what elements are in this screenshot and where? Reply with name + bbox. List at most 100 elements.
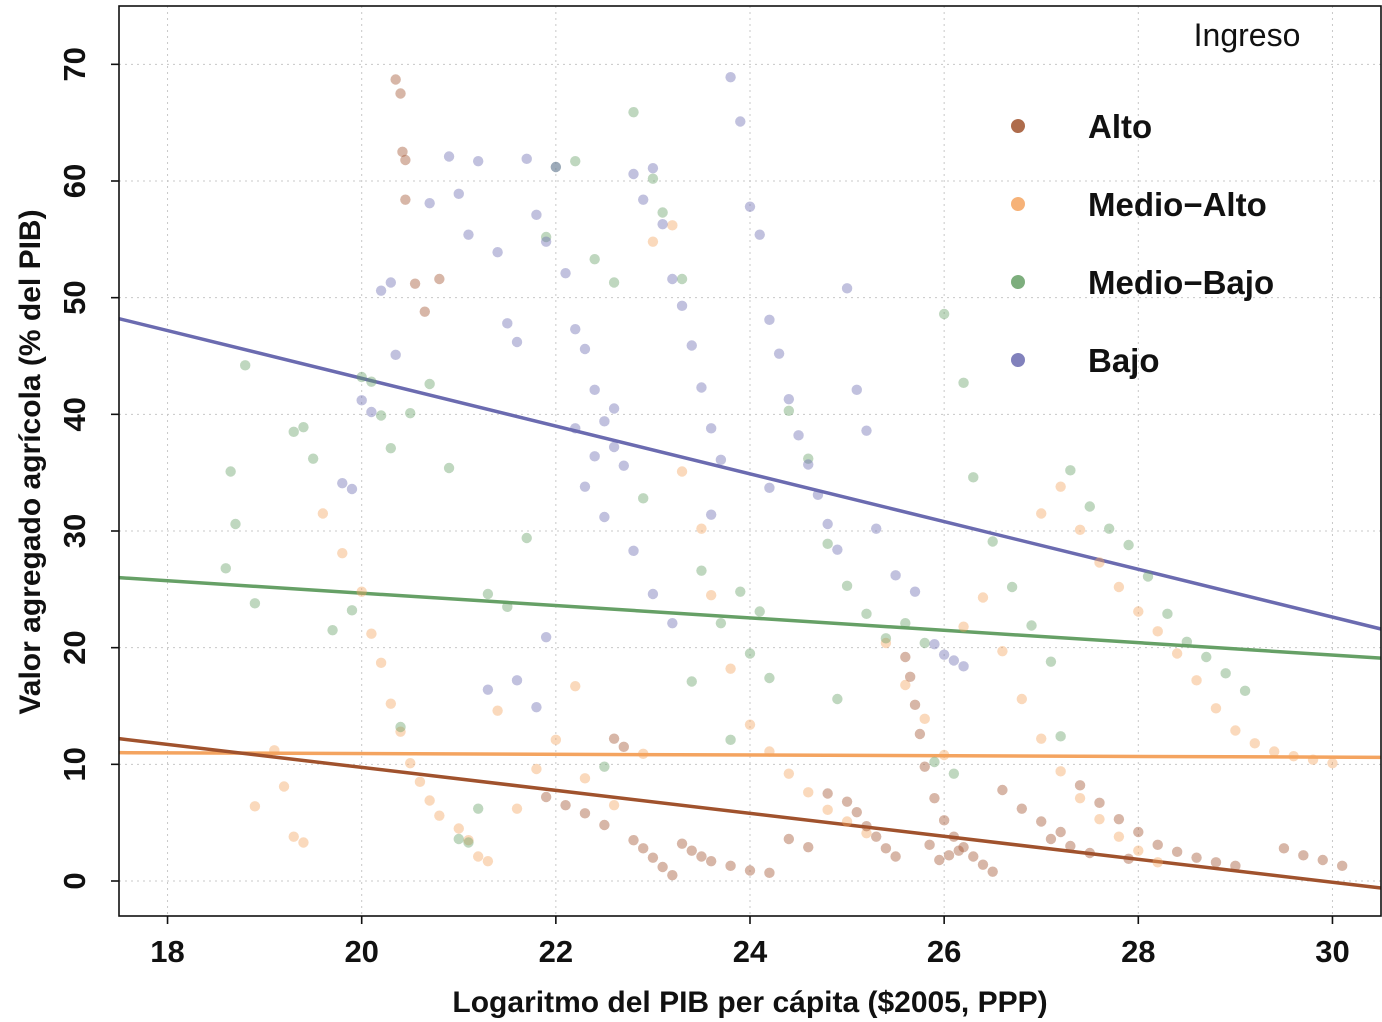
data-point	[1269, 746, 1280, 757]
data-point	[628, 168, 639, 180]
data-point	[540, 631, 552, 643]
y-tick-label: 60	[57, 164, 92, 198]
x-tick-label: 26	[927, 934, 961, 969]
data-point	[841, 796, 853, 807]
data-point	[783, 393, 795, 405]
data-point	[453, 188, 464, 200]
data-point	[434, 273, 445, 285]
data-point	[1074, 792, 1086, 804]
data-point	[744, 648, 756, 659]
data-point	[375, 410, 387, 421]
data-point	[735, 586, 746, 597]
data-point	[890, 570, 901, 581]
data-point	[803, 453, 814, 464]
data-point	[1181, 636, 1193, 648]
legend-label: Medio−Alto	[1088, 186, 1267, 223]
data-point	[958, 661, 969, 672]
data-point	[764, 672, 775, 684]
data-point	[676, 273, 688, 285]
data-point	[822, 518, 833, 530]
data-point	[608, 441, 620, 453]
data-point	[589, 384, 600, 396]
data-point	[1162, 608, 1173, 620]
data-point	[1055, 826, 1066, 838]
data-point	[395, 721, 406, 733]
data-point	[1317, 854, 1328, 866]
data-point	[997, 784, 1008, 796]
data-point	[1084, 847, 1095, 859]
data-point	[764, 482, 775, 494]
data-point	[1045, 656, 1057, 667]
legend-title: Ingreso	[1194, 17, 1301, 53]
data-point	[482, 588, 494, 600]
data-point	[1249, 738, 1261, 749]
y-tick-label: 70	[57, 47, 92, 81]
data-point	[715, 617, 727, 629]
data-point	[628, 834, 639, 846]
data-point	[511, 675, 523, 686]
data-point	[1201, 651, 1212, 663]
data-point	[550, 161, 562, 173]
data-point	[647, 236, 659, 247]
data-point	[400, 154, 411, 166]
data-point	[1074, 780, 1086, 791]
data-point	[705, 423, 717, 434]
axis-ticks: 18 20 22 24 26 28 30 0 10 20 30 40 50 60 70	[57, 47, 1350, 969]
data-point	[453, 823, 464, 834]
data-point	[1084, 501, 1095, 512]
data-point	[375, 657, 387, 669]
data-point	[570, 423, 581, 434]
data-point	[934, 854, 945, 866]
data-point	[686, 845, 697, 856]
data-point	[1123, 539, 1134, 551]
trend-line	[118, 736, 1382, 890]
x-tick-label: 18	[150, 934, 184, 969]
data-point	[919, 637, 930, 649]
data-point	[686, 340, 697, 351]
data-point	[919, 761, 930, 772]
data-point	[1133, 826, 1144, 838]
data-point	[560, 799, 571, 811]
data-point	[968, 472, 979, 483]
x-tick-label: 30	[1315, 934, 1349, 969]
data-point	[1045, 833, 1057, 845]
data-point	[356, 395, 367, 406]
data-point	[356, 586, 367, 597]
data-point	[599, 819, 610, 831]
data-point	[657, 207, 668, 218]
data-point	[735, 116, 746, 127]
data-point	[502, 318, 513, 329]
data-point	[337, 477, 348, 489]
data-point	[977, 592, 989, 603]
data-point	[225, 466, 236, 477]
data-point	[958, 621, 969, 632]
legend-marker	[1011, 275, 1025, 289]
data-point	[424, 378, 435, 390]
data-point	[395, 726, 406, 737]
data-point	[744, 719, 756, 730]
data-point	[1123, 853, 1134, 865]
legend: Ingreso Alto Medio−Alto Medio−Bajo Bajo	[1011, 17, 1300, 379]
trend-line	[118, 575, 1382, 660]
data-point	[938, 649, 950, 660]
data-point	[1016, 693, 1028, 705]
data-point	[1152, 857, 1163, 868]
legend-marker	[1011, 353, 1025, 367]
data-point	[987, 536, 998, 547]
data-point	[861, 820, 872, 832]
data-point	[502, 601, 513, 613]
x-tick-label: 28	[1121, 934, 1155, 969]
data-point	[1327, 757, 1338, 769]
data-point	[366, 376, 377, 387]
data-point	[977, 859, 989, 870]
data-point	[900, 651, 911, 663]
data-point	[904, 671, 916, 683]
data-point	[696, 851, 707, 862]
data-point	[832, 693, 843, 705]
data-point	[317, 508, 329, 519]
data-point	[540, 231, 552, 243]
data-point	[705, 855, 717, 867]
data-point	[841, 580, 853, 592]
data-point	[278, 781, 290, 792]
data-point	[638, 843, 649, 854]
